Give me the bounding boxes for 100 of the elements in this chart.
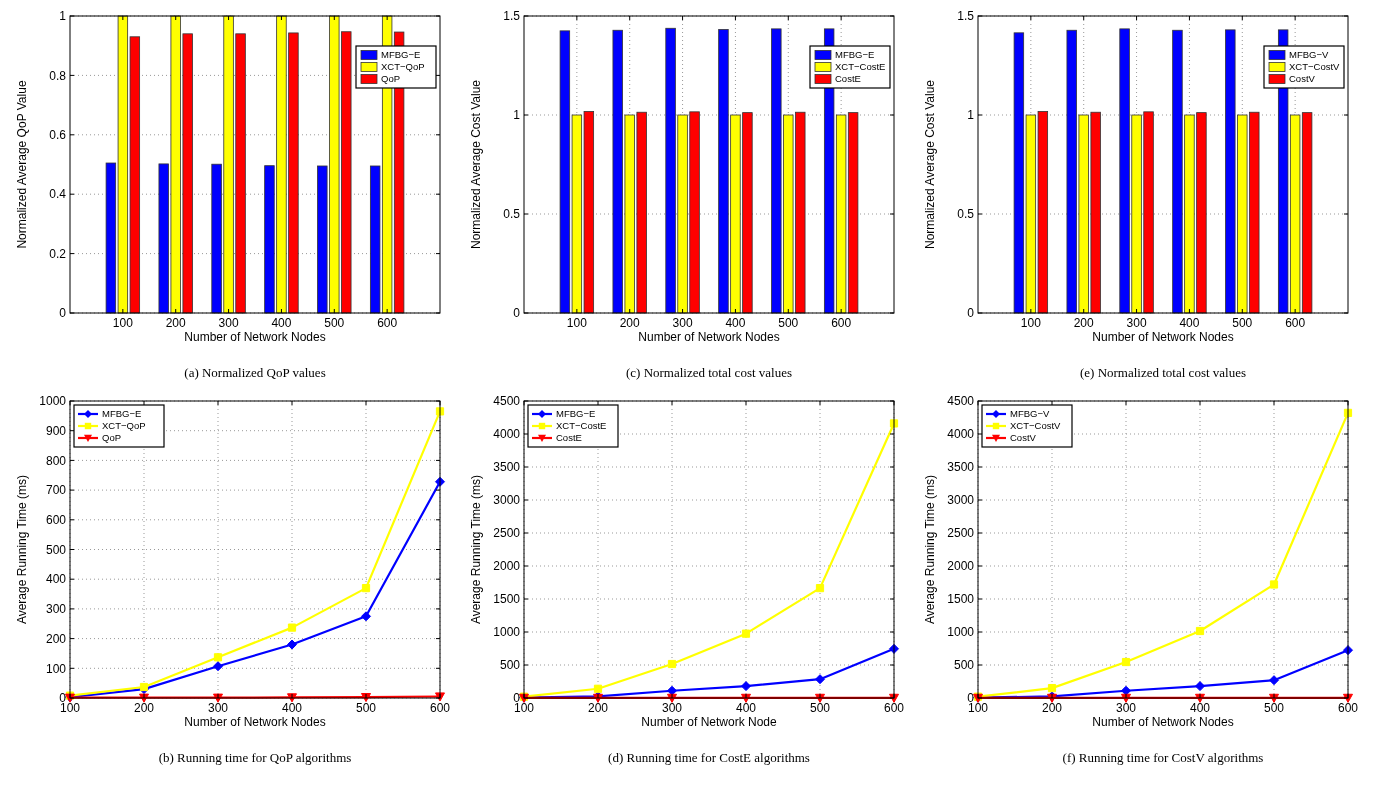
x-tick-label: 600 xyxy=(1285,316,1306,330)
y-tick-label: 500 xyxy=(499,658,521,673)
y-tick-label: 2500 xyxy=(947,526,975,541)
text: (f) Running time for CostV algorithms xyxy=(1062,750,1264,765)
y-tick-label: 1500 xyxy=(947,592,975,607)
legend-label: MFBG−V xyxy=(1010,408,1050,420)
y-tick-label: 1.5 xyxy=(957,9,975,24)
x-tick-label: 200 xyxy=(1073,316,1095,330)
y-tick-label: 300 xyxy=(45,602,67,617)
y-tick-label: 4000 xyxy=(947,427,975,442)
y-axis-title: Normalized Average Cost Value xyxy=(469,79,483,249)
x-tick-label: 500 xyxy=(809,701,831,715)
legend-label: MFBG−E xyxy=(102,408,142,420)
y-tick-label: 400 xyxy=(45,572,67,587)
y-tick-label: 100 xyxy=(45,661,67,676)
y-tick-label: 0.6 xyxy=(49,128,67,142)
y-tick-label: 500 xyxy=(953,658,975,673)
text: (e) Normalized total cost values xyxy=(1079,365,1247,380)
y-tick-label: 2000 xyxy=(947,559,975,574)
y-tick-label: 3500 xyxy=(947,460,975,475)
x-tick-label: 600 xyxy=(429,701,451,715)
y-tick-label: 1000 xyxy=(947,625,975,640)
legend-label: CostV xyxy=(1289,73,1316,85)
y-tick-label: 3000 xyxy=(493,493,521,508)
legend-label: XCT−CostE xyxy=(835,61,886,73)
x-tick-label: 500 xyxy=(778,316,799,330)
y-tick-label: 900 xyxy=(45,423,67,438)
y-tick-label: 4500 xyxy=(947,394,975,409)
y-tick-label: 500 xyxy=(45,542,67,557)
y-tick-label: 600 xyxy=(45,513,67,527)
text: (a) Normalized QoP values xyxy=(184,365,326,380)
x-axis-title: Number of Network Nodes xyxy=(1092,715,1234,729)
y-tick-label: 1500 xyxy=(493,592,521,607)
x-axis-title: Number of Network Nodes xyxy=(184,715,326,729)
y-tick-label: 1.5 xyxy=(503,9,521,24)
x-axis-title: Number of Network Nodes xyxy=(184,330,326,344)
x-tick-label: 600 xyxy=(377,316,398,330)
y-tick-label: 0.5 xyxy=(957,207,975,222)
x-tick-label: 300 xyxy=(661,701,683,715)
x-tick-label: 600 xyxy=(883,701,905,715)
y-tick-label: 4000 xyxy=(493,427,521,442)
legend-label: XCT−CostV xyxy=(1289,61,1341,73)
y-tick-label: 700 xyxy=(45,483,67,498)
legend-label: CostE xyxy=(556,432,582,444)
x-tick-label: 200 xyxy=(133,701,155,715)
x-axis-title: Number of Network Nodes xyxy=(1092,330,1234,344)
x-tick-label: 200 xyxy=(165,316,187,330)
y-axis-title: Average Running Time (ms) xyxy=(15,474,29,625)
y-tick-label: 1000 xyxy=(39,394,67,409)
x-axis-title: Number of Network Node xyxy=(641,715,778,729)
legend-label: MFBG−E xyxy=(556,408,596,420)
x-tick-label: 400 xyxy=(1189,701,1211,715)
y-tick-label: 2500 xyxy=(493,526,521,541)
text: (c) Normalized total cost values xyxy=(625,365,793,380)
x-tick-label: 500 xyxy=(324,316,345,330)
legend-label: XCT−CostE xyxy=(556,420,607,432)
y-tick-label: 800 xyxy=(45,453,67,468)
x-tick-label: 500 xyxy=(355,701,377,715)
x-tick-label: 200 xyxy=(587,701,609,715)
legend-label: CostV xyxy=(1010,432,1037,444)
y-tick-label: 3000 xyxy=(947,493,975,508)
y-tick-label: 3500 xyxy=(493,460,521,475)
y-tick-label: 0.8 xyxy=(49,68,67,83)
y-axis-title: Average Running Time (ms) xyxy=(923,474,937,625)
x-tick-label: 600 xyxy=(1337,701,1359,715)
y-axis-title: Normalized Average QoP Value xyxy=(15,80,29,249)
x-tick-label: 500 xyxy=(1232,316,1253,330)
y-tick-label: 1 xyxy=(513,108,521,123)
legend-label: XCT−QoP xyxy=(381,61,425,73)
legend-label: MFBG−E xyxy=(835,49,875,61)
x-tick-label: 100 xyxy=(112,316,134,330)
y-tick-label: 1 xyxy=(967,108,975,123)
x-tick-label: 200 xyxy=(619,316,641,330)
x-tick-label: 400 xyxy=(1179,316,1200,330)
y-tick-label: 0.5 xyxy=(503,207,521,222)
y-tick-label: 1000 xyxy=(493,625,521,640)
y-tick-label: 0.2 xyxy=(49,246,67,261)
x-tick-label: 600 xyxy=(831,316,852,330)
x-tick-label: 100 xyxy=(566,316,588,330)
y-tick-label: 2000 xyxy=(493,559,521,574)
legend-label: XCT−CostV xyxy=(1010,420,1062,432)
x-tick-label: 400 xyxy=(271,316,292,330)
x-tick-label: 300 xyxy=(1126,316,1147,330)
x-tick-label: 400 xyxy=(735,701,757,715)
y-axis-title: Normalized Average Cost Value xyxy=(923,79,937,249)
y-tick-label: 200 xyxy=(45,631,67,646)
x-tick-label: 300 xyxy=(218,316,239,330)
y-axis-title: Average Running Time (ms) xyxy=(469,474,483,625)
x-tick-label: 300 xyxy=(1115,701,1137,715)
legend-label: QoP xyxy=(102,432,122,444)
x-tick-label: 500 xyxy=(1263,701,1285,715)
y-tick-label: 0 xyxy=(967,306,975,321)
legend-label: MFBG−V xyxy=(1289,49,1329,61)
text: (b) Running time for QoP algorithms xyxy=(158,750,352,765)
x-tick-label: 200 xyxy=(1041,701,1063,715)
x-axis-title: Number of Network Nodes xyxy=(638,330,780,344)
x-tick-label: 300 xyxy=(672,316,693,330)
y-tick-label: 0 xyxy=(513,306,521,321)
y-tick-label: 0 xyxy=(59,306,67,321)
y-tick-label: 1 xyxy=(59,9,67,24)
